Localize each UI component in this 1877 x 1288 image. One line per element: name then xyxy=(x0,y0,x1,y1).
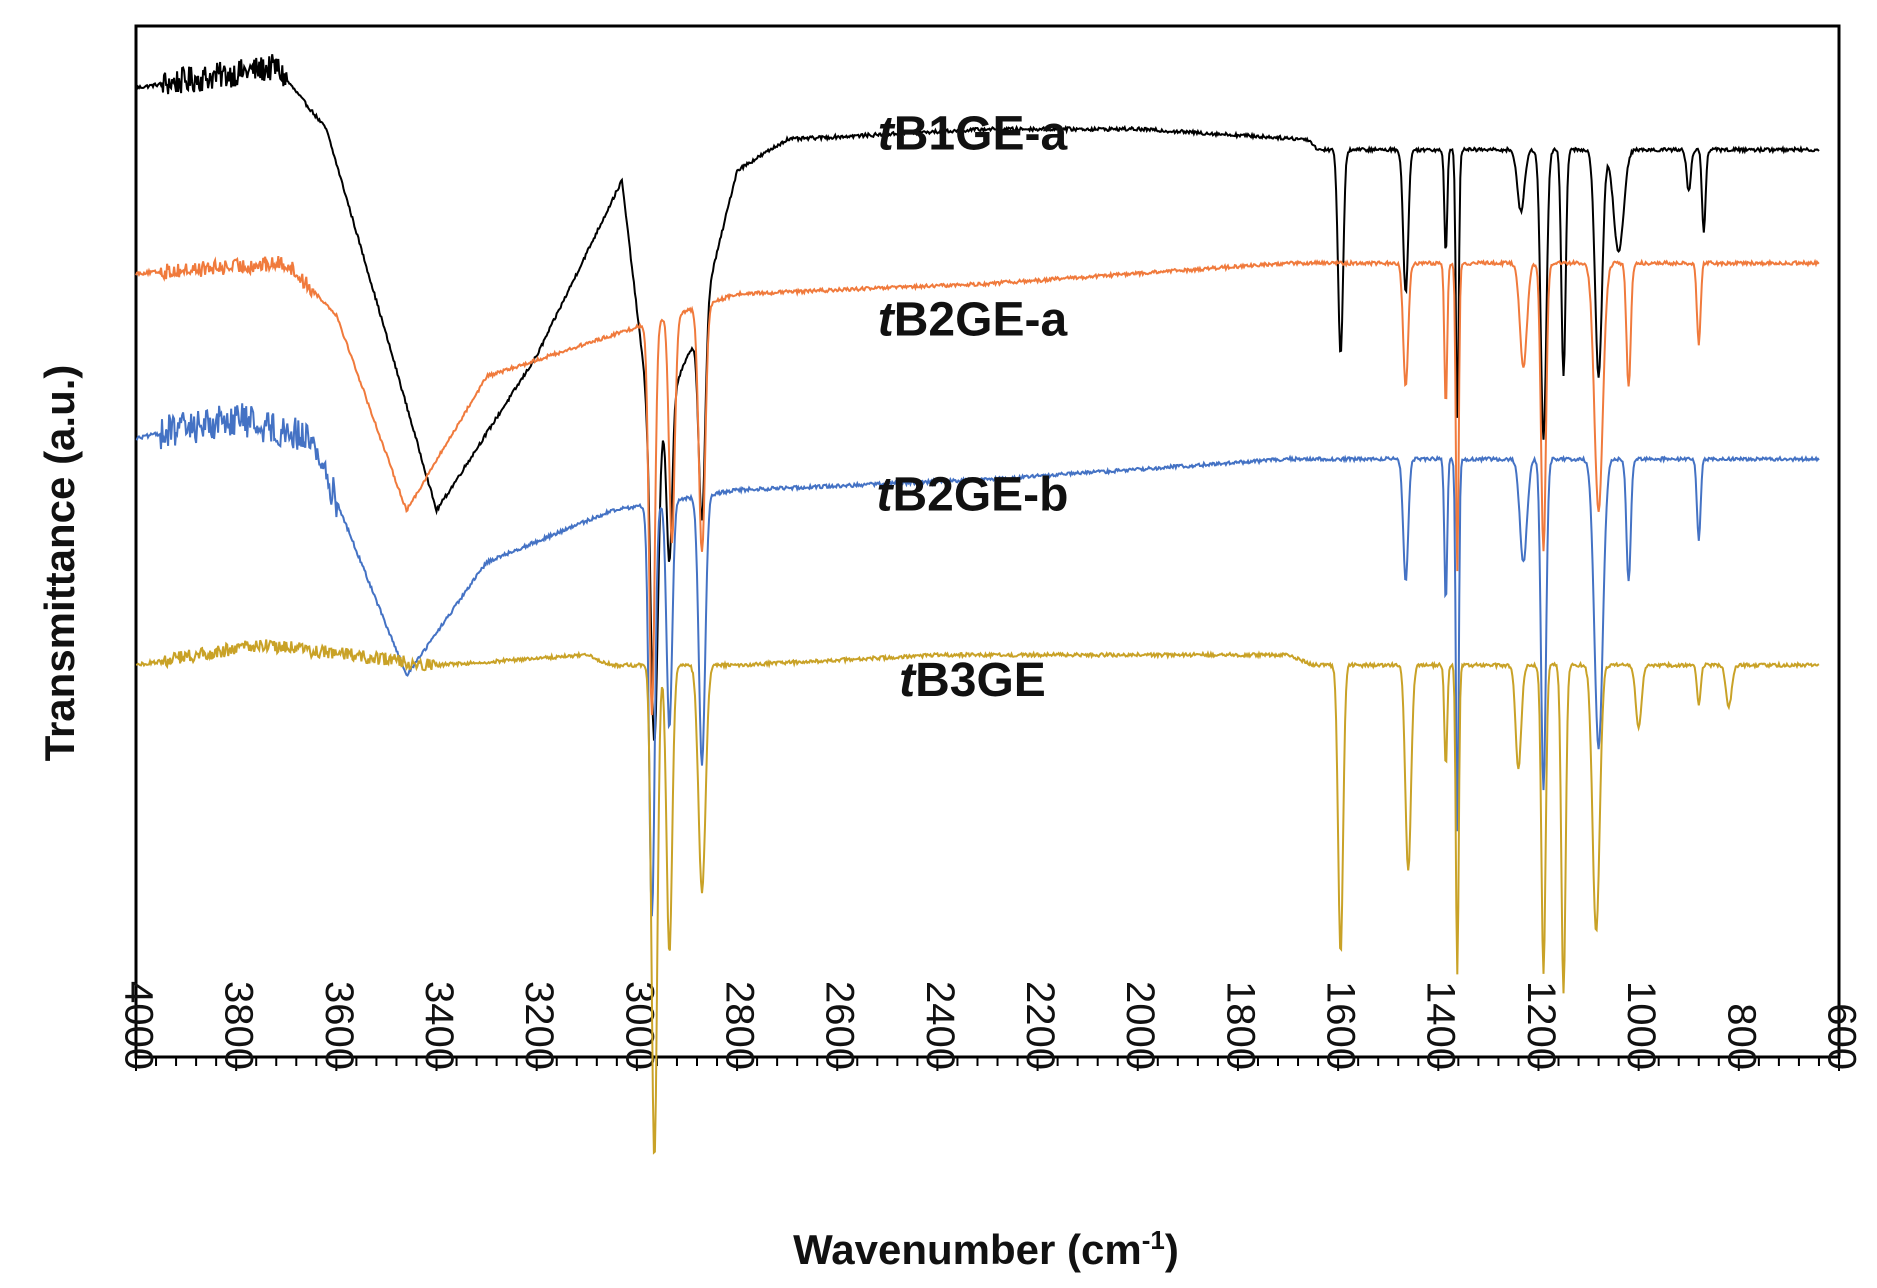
series-label-rest: B3GE xyxy=(915,654,1046,707)
x-axis-tick-labels: 4000 3800 3600 3400 3200 3000 2800 2600 2400 2200… xyxy=(116,981,1863,1070)
series-line-tB1GE-a xyxy=(135,54,1820,742)
series-label-tB3GE: tB3GE xyxy=(899,654,1046,707)
series-label-rest: B2GE-b xyxy=(892,469,1068,522)
series-label-rest: B1GE-a xyxy=(894,108,1068,161)
x-axis-ticks xyxy=(135,1057,1840,1071)
x-axis-title-superscript: -1 xyxy=(1142,1225,1165,1255)
series-line-tB2GE-b xyxy=(135,403,1820,917)
x-tick-label: 2600 xyxy=(818,981,862,1070)
series-label-tB2GE-b: tB2GE-b xyxy=(876,469,1068,522)
series-line-tB3GE xyxy=(135,639,1820,1155)
series-label-rest: B2GE-a xyxy=(894,293,1068,346)
x-tick-label: 1800 xyxy=(1218,981,1262,1070)
series-label-tB2GE-a: tB2GE-a xyxy=(878,293,1068,346)
x-tick-label: 2200 xyxy=(1018,981,1062,1070)
series-label-tB1GE-a: tB1GE-a xyxy=(878,108,1068,161)
x-tick-label: 2400 xyxy=(918,981,962,1070)
x-tick-label: 4000 xyxy=(116,981,160,1070)
x-axis-title-main: Wavenumber (cm xyxy=(793,1226,1142,1273)
x-tick-label: 3400 xyxy=(417,981,461,1070)
x-tick-label: 1200 xyxy=(1519,981,1563,1070)
x-tick-label: 2000 xyxy=(1118,981,1162,1070)
series-label-italic-prefix: t xyxy=(899,654,917,707)
x-axis-title-end: ) xyxy=(1165,1226,1179,1273)
x-axis-title: Wavenumber (cm-1) xyxy=(793,1225,1179,1273)
x-tick-label: 1400 xyxy=(1419,981,1463,1070)
x-tick-label: 1600 xyxy=(1319,981,1363,1070)
series-lines xyxy=(135,54,1820,1155)
x-tick-label: 3600 xyxy=(317,981,361,1070)
x-tick-label: 3200 xyxy=(517,981,561,1070)
x-tick-label: 800 xyxy=(1719,1003,1763,1070)
y-axis-title: Transmittance (a.u.) xyxy=(36,365,83,762)
series-label-italic-prefix: t xyxy=(878,108,896,161)
series-label-italic-prefix: t xyxy=(878,293,896,346)
x-tick-label: 1000 xyxy=(1619,981,1663,1070)
plot-frame xyxy=(134,24,1841,1059)
x-tick-label: 3000 xyxy=(617,981,661,1070)
x-tick-label: 3800 xyxy=(217,981,261,1070)
x-tick-label: 600 xyxy=(1819,1003,1863,1070)
x-tick-label: 2800 xyxy=(717,981,761,1070)
series-label-italic-prefix: t xyxy=(876,469,894,522)
series-line-tB2GE-a xyxy=(135,256,1820,716)
